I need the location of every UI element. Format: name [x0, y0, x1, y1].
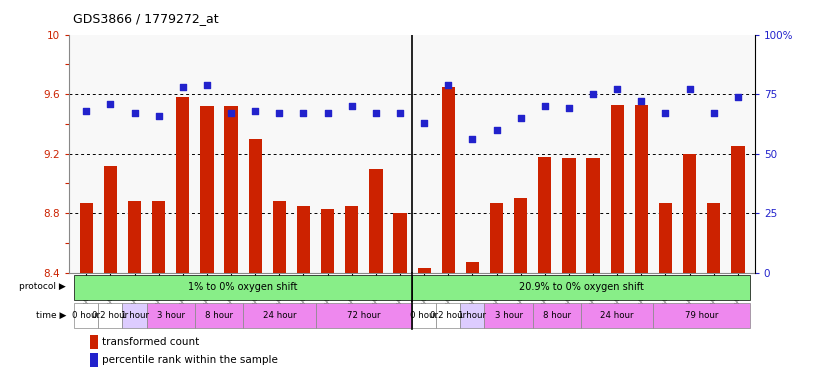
- Bar: [539, 157, 552, 273]
- FancyBboxPatch shape: [412, 303, 437, 328]
- Text: 24 hour: 24 hour: [263, 311, 296, 319]
- Text: 0 hour: 0 hour: [410, 311, 438, 319]
- Text: 3 hour: 3 hour: [157, 311, 184, 319]
- Point: [201, 81, 214, 88]
- Text: 1% to 0% oxygen shift: 1% to 0% oxygen shift: [188, 282, 298, 292]
- Point: [659, 110, 672, 116]
- Bar: [393, 213, 406, 273]
- Text: 24 hour: 24 hour: [601, 311, 634, 319]
- Point: [539, 103, 552, 109]
- Bar: [731, 146, 744, 273]
- Text: 8 hour: 8 hour: [543, 311, 571, 319]
- Bar: [273, 201, 286, 273]
- Point: [176, 84, 189, 90]
- Text: 0.2 hour: 0.2 hour: [92, 311, 128, 319]
- Bar: [128, 201, 141, 273]
- Text: 0 hour: 0 hour: [73, 311, 100, 319]
- Point: [224, 110, 237, 116]
- FancyBboxPatch shape: [74, 275, 412, 300]
- FancyBboxPatch shape: [98, 303, 122, 328]
- Bar: [418, 268, 431, 273]
- Text: protocol ▶: protocol ▶: [20, 282, 66, 291]
- Point: [441, 81, 455, 88]
- Bar: [152, 201, 166, 273]
- Bar: [80, 203, 93, 273]
- Bar: [562, 158, 575, 273]
- Bar: [249, 139, 262, 273]
- FancyBboxPatch shape: [460, 303, 485, 328]
- Point: [249, 108, 262, 114]
- Text: GDS3866 / 1779272_at: GDS3866 / 1779272_at: [73, 12, 219, 25]
- Bar: [466, 262, 479, 273]
- Text: 72 hour: 72 hour: [347, 311, 380, 319]
- Point: [321, 110, 334, 116]
- Bar: [104, 166, 117, 273]
- Point: [610, 86, 623, 93]
- Text: 1 hour: 1 hour: [121, 311, 149, 319]
- FancyBboxPatch shape: [437, 303, 460, 328]
- Bar: [90, 353, 98, 367]
- Bar: [321, 209, 335, 273]
- Bar: [587, 158, 600, 273]
- Bar: [635, 104, 648, 273]
- Text: 79 hour: 79 hour: [685, 311, 718, 319]
- Bar: [200, 106, 214, 273]
- Bar: [224, 106, 237, 273]
- Bar: [610, 104, 624, 273]
- Point: [707, 110, 721, 116]
- Text: 0.2 hour: 0.2 hour: [430, 311, 467, 319]
- Bar: [176, 97, 189, 273]
- Point: [514, 115, 527, 121]
- Point: [683, 86, 696, 93]
- Bar: [683, 154, 696, 273]
- Point: [418, 120, 431, 126]
- Point: [80, 108, 93, 114]
- Bar: [490, 203, 503, 273]
- FancyBboxPatch shape: [485, 303, 533, 328]
- FancyBboxPatch shape: [122, 303, 147, 328]
- Text: 8 hour: 8 hour: [205, 311, 233, 319]
- Bar: [707, 203, 721, 273]
- FancyBboxPatch shape: [533, 303, 581, 328]
- Bar: [514, 199, 527, 273]
- Point: [731, 93, 744, 99]
- Bar: [369, 169, 383, 273]
- Text: transformed count: transformed count: [102, 337, 199, 347]
- FancyBboxPatch shape: [74, 303, 98, 328]
- Point: [562, 105, 575, 111]
- Point: [104, 101, 117, 107]
- Point: [490, 127, 503, 133]
- Text: 1 hour: 1 hour: [459, 311, 486, 319]
- Text: percentile rank within the sample: percentile rank within the sample: [102, 355, 278, 365]
- Point: [128, 110, 141, 116]
- FancyBboxPatch shape: [581, 303, 654, 328]
- Bar: [441, 87, 455, 273]
- Point: [393, 110, 406, 116]
- FancyBboxPatch shape: [147, 303, 195, 328]
- Point: [345, 103, 358, 109]
- Bar: [659, 203, 672, 273]
- Bar: [297, 206, 310, 273]
- Point: [273, 110, 286, 116]
- FancyBboxPatch shape: [316, 303, 412, 328]
- Text: time ▶: time ▶: [36, 311, 66, 319]
- Point: [466, 136, 479, 142]
- Point: [152, 113, 165, 119]
- Point: [635, 98, 648, 104]
- FancyBboxPatch shape: [654, 303, 750, 328]
- FancyBboxPatch shape: [243, 303, 316, 328]
- Point: [370, 110, 383, 116]
- Bar: [345, 206, 358, 273]
- Bar: [90, 335, 98, 349]
- Point: [587, 91, 600, 97]
- FancyBboxPatch shape: [412, 275, 750, 300]
- FancyBboxPatch shape: [195, 303, 243, 328]
- Text: 20.9% to 0% oxygen shift: 20.9% to 0% oxygen shift: [519, 282, 644, 292]
- Text: 3 hour: 3 hour: [494, 311, 522, 319]
- Point: [297, 110, 310, 116]
